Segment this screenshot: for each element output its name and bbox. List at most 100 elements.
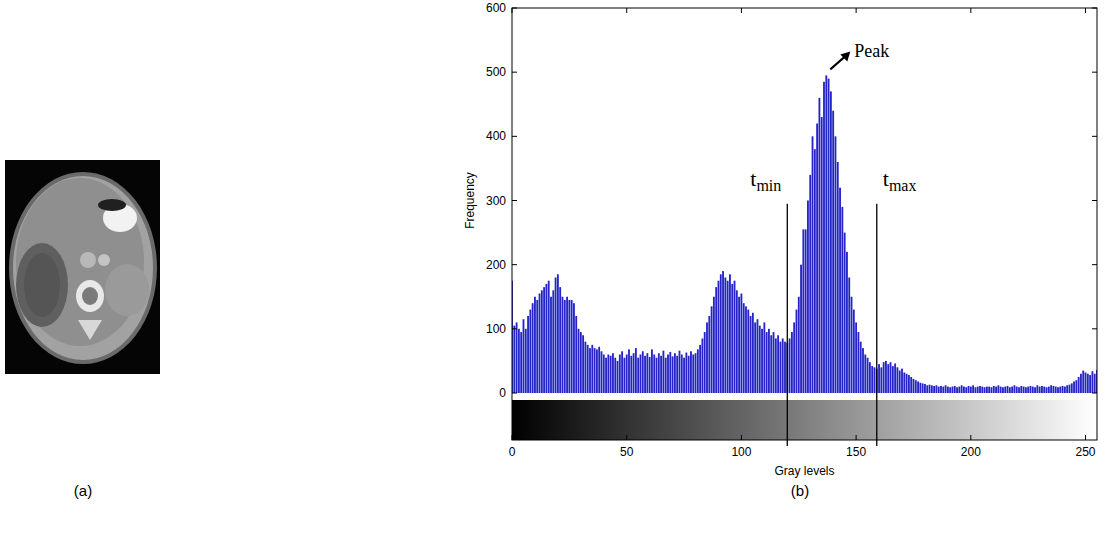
gray-colorbar bbox=[512, 400, 1097, 440]
bar bbox=[736, 290, 738, 393]
bar bbox=[940, 386, 942, 393]
bar bbox=[848, 278, 850, 394]
bar bbox=[701, 338, 703, 393]
bar bbox=[874, 367, 876, 393]
bar bbox=[562, 297, 564, 393]
bar bbox=[715, 287, 717, 393]
bar bbox=[621, 351, 623, 393]
bar bbox=[564, 300, 566, 393]
bar bbox=[761, 329, 763, 393]
bar bbox=[658, 353, 660, 393]
bar bbox=[681, 355, 683, 394]
bar bbox=[844, 233, 846, 393]
bar bbox=[688, 356, 690, 393]
x-tick-label: 50 bbox=[620, 445, 634, 459]
x-tick bbox=[856, 8, 857, 13]
bar bbox=[1091, 371, 1093, 393]
x-tick bbox=[970, 8, 971, 13]
y-tick-label: 200 bbox=[486, 258, 506, 272]
axes-frame bbox=[512, 8, 1097, 440]
ct-image bbox=[5, 160, 160, 374]
bar bbox=[1048, 387, 1050, 393]
bar bbox=[656, 358, 658, 393]
bar bbox=[1018, 387, 1020, 393]
bar bbox=[846, 252, 848, 393]
bar bbox=[1036, 385, 1038, 393]
bar bbox=[986, 387, 988, 393]
bar bbox=[731, 284, 733, 393]
bar bbox=[938, 387, 940, 393]
bar bbox=[908, 375, 910, 393]
bar bbox=[552, 290, 554, 393]
y-tick bbox=[512, 393, 517, 394]
x-tick bbox=[1085, 435, 1086, 440]
bars bbox=[512, 75, 1097, 393]
x-tick bbox=[970, 435, 971, 440]
bar bbox=[853, 310, 855, 393]
x-tick-label: 250 bbox=[1076, 445, 1096, 459]
bar bbox=[1002, 387, 1004, 393]
bar bbox=[807, 201, 809, 394]
bar bbox=[718, 281, 720, 393]
bar bbox=[942, 387, 944, 393]
bar bbox=[1094, 374, 1096, 393]
x-axis-title: Gray levels bbox=[774, 464, 834, 478]
bar bbox=[782, 338, 784, 393]
bar bbox=[814, 149, 816, 393]
y-tick bbox=[1092, 72, 1097, 73]
bar bbox=[1059, 387, 1061, 393]
bar bbox=[518, 329, 520, 393]
bar bbox=[525, 329, 527, 393]
bar bbox=[926, 385, 928, 393]
bar bbox=[747, 310, 749, 393]
bar bbox=[1030, 386, 1032, 393]
bar bbox=[965, 387, 967, 393]
bar bbox=[757, 319, 759, 393]
bar bbox=[1007, 386, 1009, 393]
bar bbox=[1082, 371, 1084, 393]
x-tick-label: 0 bbox=[509, 445, 516, 459]
bar bbox=[598, 347, 600, 393]
y-tick bbox=[512, 200, 517, 201]
bar bbox=[568, 300, 570, 393]
bar bbox=[906, 374, 908, 393]
bar bbox=[885, 361, 887, 393]
bar bbox=[619, 355, 621, 394]
bar bbox=[722, 271, 724, 393]
y-tick bbox=[512, 264, 517, 265]
bar bbox=[917, 381, 919, 393]
bar bbox=[899, 371, 901, 393]
threshold-label-sub: max bbox=[889, 177, 917, 194]
bar bbox=[766, 332, 768, 393]
bar bbox=[977, 387, 979, 393]
bar bbox=[954, 386, 956, 393]
bar bbox=[614, 358, 616, 393]
x-tick bbox=[512, 435, 513, 440]
bar bbox=[800, 265, 802, 393]
bar bbox=[729, 274, 731, 393]
bar bbox=[913, 379, 915, 393]
bar bbox=[896, 367, 898, 393]
bar bbox=[796, 310, 798, 393]
bar bbox=[961, 385, 963, 393]
bar bbox=[513, 326, 515, 393]
bar bbox=[816, 124, 818, 394]
bar bbox=[883, 362, 885, 393]
bar bbox=[550, 297, 552, 393]
bar bbox=[651, 349, 653, 393]
bar bbox=[520, 332, 522, 393]
bar bbox=[734, 281, 736, 393]
bar bbox=[812, 136, 814, 393]
bar bbox=[947, 387, 949, 393]
bar bbox=[674, 353, 676, 393]
bar bbox=[662, 351, 664, 393]
threshold-label: tmin bbox=[750, 166, 781, 194]
bar bbox=[720, 274, 722, 393]
bar bbox=[869, 362, 871, 393]
bar bbox=[894, 363, 896, 393]
bar bbox=[995, 387, 997, 393]
bar bbox=[818, 98, 820, 393]
bar bbox=[970, 387, 972, 393]
bar bbox=[1062, 386, 1064, 393]
bar bbox=[821, 117, 823, 393]
